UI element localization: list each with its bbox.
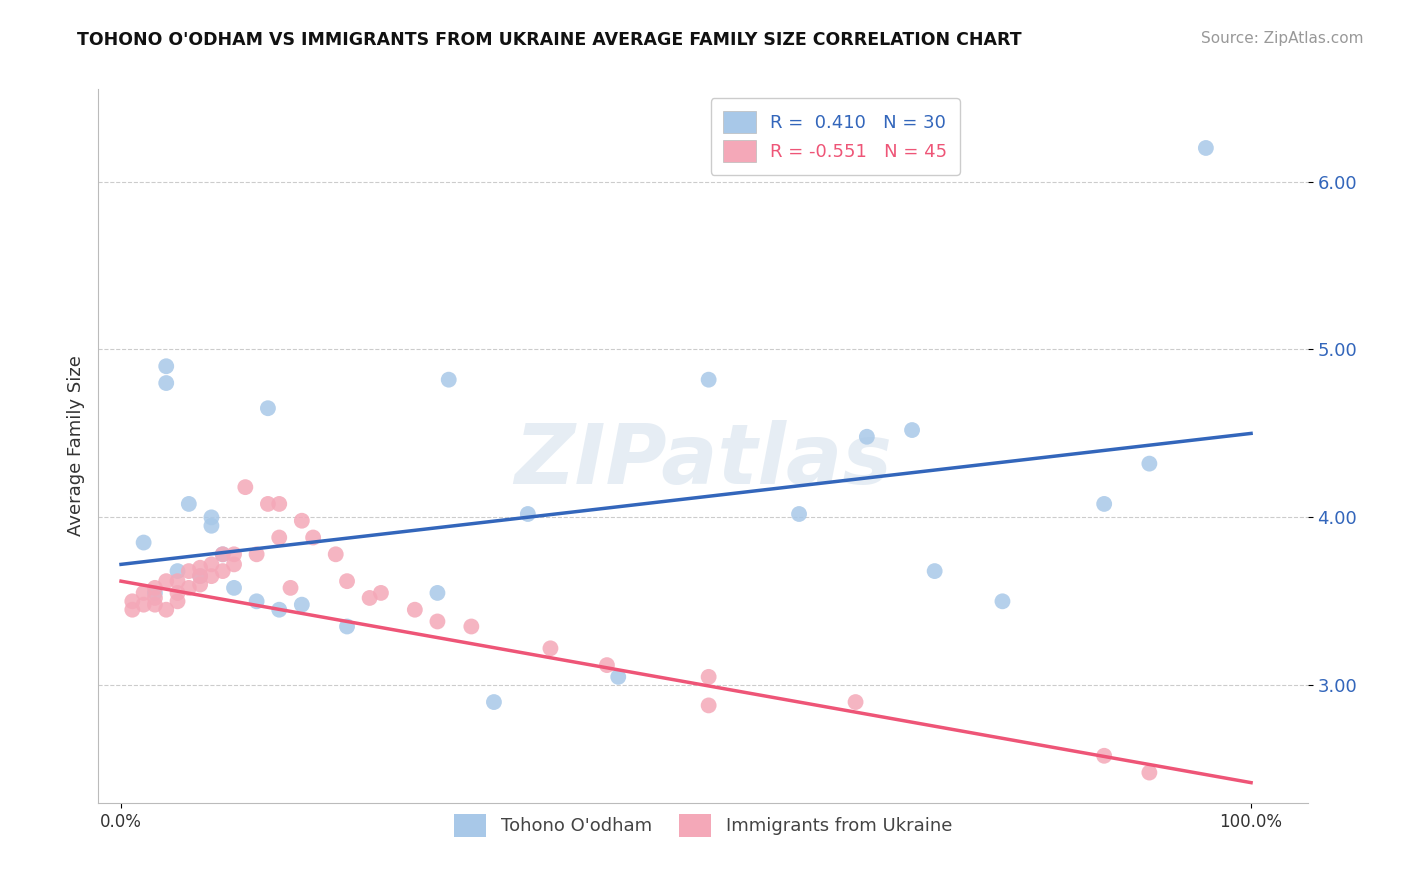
Legend: Tohono O'odham, Immigrants from Ukraine: Tohono O'odham, Immigrants from Ukraine	[447, 807, 959, 844]
Point	[856, 430, 879, 444]
Point	[370, 586, 392, 600]
Point	[901, 423, 924, 437]
Point	[188, 560, 211, 574]
Point	[188, 569, 211, 583]
Text: Source: ZipAtlas.com: Source: ZipAtlas.com	[1201, 31, 1364, 46]
Point	[177, 564, 200, 578]
Point	[143, 586, 166, 600]
Y-axis label: Average Family Size: Average Family Size	[66, 356, 84, 536]
Point	[516, 507, 538, 521]
Point	[302, 531, 325, 545]
Point	[246, 547, 269, 561]
Point	[177, 581, 200, 595]
Point	[211, 547, 233, 561]
Point	[200, 510, 222, 524]
Point	[426, 586, 449, 600]
Point	[143, 591, 166, 605]
Point	[269, 497, 291, 511]
Point	[460, 619, 482, 633]
Point	[404, 603, 426, 617]
Point	[155, 376, 177, 390]
Point	[1137, 765, 1160, 780]
Point	[1092, 497, 1115, 511]
Point	[166, 574, 188, 589]
Point	[211, 547, 233, 561]
Point	[697, 698, 720, 713]
Point	[177, 497, 200, 511]
Point	[845, 695, 868, 709]
Point	[257, 497, 280, 511]
Point	[325, 547, 347, 561]
Point	[222, 558, 245, 572]
Point	[437, 373, 460, 387]
Point	[155, 574, 177, 589]
Point	[246, 594, 269, 608]
Point	[132, 535, 155, 549]
Point	[222, 581, 245, 595]
Text: ZIPatlas: ZIPatlas	[515, 420, 891, 500]
Point	[697, 373, 720, 387]
Point	[200, 558, 222, 572]
Point	[269, 603, 291, 617]
Point	[143, 581, 166, 595]
Point	[291, 514, 314, 528]
Point	[121, 603, 143, 617]
Point	[280, 581, 302, 595]
Point	[482, 695, 505, 709]
Point	[257, 401, 280, 416]
Point	[121, 594, 143, 608]
Point	[188, 569, 211, 583]
Point	[132, 598, 155, 612]
Point	[697, 670, 720, 684]
Text: TOHONO O'ODHAM VS IMMIGRANTS FROM UKRAINE AVERAGE FAMILY SIZE CORRELATION CHART: TOHONO O'ODHAM VS IMMIGRANTS FROM UKRAIN…	[77, 31, 1022, 49]
Point	[291, 598, 314, 612]
Point	[426, 615, 449, 629]
Point	[359, 591, 381, 605]
Point	[924, 564, 946, 578]
Point	[155, 359, 177, 374]
Point	[1195, 141, 1218, 155]
Point	[200, 518, 222, 533]
Point	[538, 641, 561, 656]
Point	[269, 531, 291, 545]
Point	[1092, 748, 1115, 763]
Point	[991, 594, 1014, 608]
Point	[336, 574, 359, 589]
Point	[132, 586, 155, 600]
Point	[166, 586, 188, 600]
Point	[1137, 457, 1160, 471]
Point	[596, 658, 619, 673]
Point	[222, 547, 245, 561]
Point	[336, 619, 359, 633]
Point	[211, 564, 233, 578]
Point	[188, 577, 211, 591]
Point	[787, 507, 810, 521]
Point	[166, 564, 188, 578]
Point	[200, 569, 222, 583]
Point	[155, 603, 177, 617]
Point	[607, 670, 630, 684]
Point	[233, 480, 256, 494]
Point	[166, 594, 188, 608]
Point	[143, 598, 166, 612]
